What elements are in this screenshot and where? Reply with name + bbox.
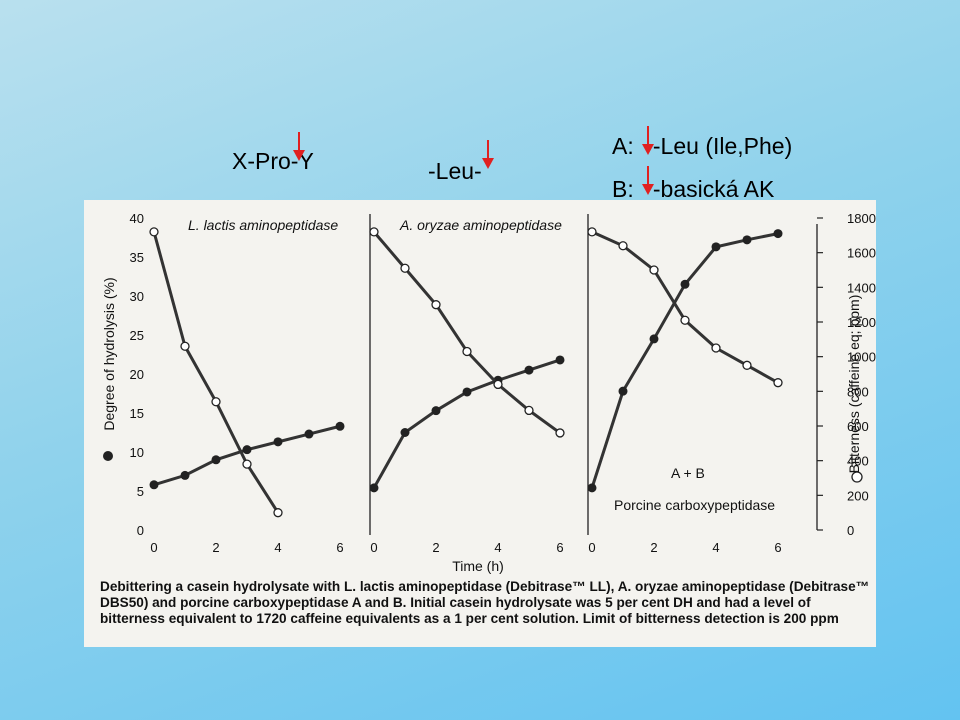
data-point-filled bbox=[462, 387, 472, 397]
y2-tick-label: 1000 bbox=[847, 350, 876, 365]
y2-tick-label: 200 bbox=[847, 488, 869, 503]
x-tick-label: 6 bbox=[774, 540, 781, 555]
y-axis-title: Degree of hydrolysis (%) bbox=[101, 277, 117, 430]
series-line bbox=[372, 358, 561, 489]
data-point-filled bbox=[149, 480, 159, 490]
cleavage-arrow-icon bbox=[642, 126, 654, 155]
label-leu: -Leu- bbox=[428, 158, 482, 184]
data-point-open bbox=[400, 263, 410, 273]
y2-tick-label: 800 bbox=[847, 384, 869, 399]
filled-marker-legend bbox=[103, 451, 113, 461]
cleavage-arrow-icon bbox=[482, 140, 494, 169]
data-point-open bbox=[431, 300, 441, 310]
x-tick-label: 6 bbox=[336, 540, 343, 555]
y-tick-label: 35 bbox=[130, 250, 144, 265]
series-line bbox=[152, 231, 280, 514]
panel-annotation: A + B bbox=[671, 465, 705, 481]
data-point-open bbox=[211, 397, 221, 407]
label-a: A: -Leu (Ile,Phe) bbox=[612, 133, 793, 159]
data-point-filled bbox=[587, 483, 597, 493]
series-line bbox=[372, 230, 561, 435]
data-point-open bbox=[273, 508, 283, 518]
data-point-open bbox=[587, 227, 597, 237]
y-tick-label: 40 bbox=[130, 211, 144, 226]
y2-tick-label: 1800 bbox=[847, 211, 876, 226]
data-point-open bbox=[369, 227, 379, 237]
data-point-open bbox=[711, 343, 721, 353]
y2-tick-label: 1200 bbox=[847, 315, 876, 330]
y2-axis-title: Bitterness (caffeine eq; ppm) bbox=[846, 295, 862, 474]
x-axis-title: Time (h) bbox=[452, 558, 504, 574]
data-point-filled bbox=[680, 279, 690, 289]
data-point-filled bbox=[524, 365, 534, 375]
data-point-open bbox=[462, 346, 472, 357]
x-tick-label: 0 bbox=[370, 540, 377, 555]
x-tick-label: 0 bbox=[588, 540, 595, 555]
x-tick-label: 0 bbox=[150, 540, 157, 555]
x-tick-label: 2 bbox=[212, 540, 219, 555]
panel-title: Porcine carboxypeptidase bbox=[614, 497, 775, 513]
open-marker-legend bbox=[851, 471, 863, 483]
data-point-open bbox=[242, 459, 252, 469]
figure-panel: 0 5 10 15 20 25 30 35 40 0 200 400 600 800 1000 1200 140… bbox=[84, 200, 876, 647]
data-point-filled bbox=[618, 386, 628, 396]
x-tick-label: 6 bbox=[556, 540, 563, 555]
data-point-open bbox=[180, 341, 190, 351]
y-tick-label: 25 bbox=[130, 328, 144, 343]
data-point-filled bbox=[335, 421, 345, 431]
data-point-filled bbox=[242, 445, 252, 455]
y-tick-label: 20 bbox=[130, 367, 144, 382]
x-tick-label: 2 bbox=[432, 540, 439, 555]
data-point-filled bbox=[711, 242, 721, 252]
y-tick-label: 0 bbox=[137, 523, 144, 538]
y2-tick-label: 400 bbox=[847, 454, 869, 469]
x-tick-label: 2 bbox=[650, 540, 657, 555]
data-point-open bbox=[524, 405, 534, 416]
data-point-open bbox=[773, 378, 783, 388]
data-point-open bbox=[742, 360, 752, 370]
y-tick-label: 15 bbox=[130, 406, 144, 421]
figure-caption: Debittering a casein hydrolysate with L.… bbox=[100, 579, 870, 626]
data-point-filled bbox=[369, 483, 379, 493]
data-point-open bbox=[649, 265, 659, 275]
label-b: B: -basická AK bbox=[612, 176, 775, 202]
x-tick-label: 4 bbox=[494, 540, 501, 555]
data-point-filled bbox=[273, 437, 283, 447]
series-line bbox=[591, 230, 779, 384]
y-tick-label: 30 bbox=[130, 289, 144, 304]
cleavage-arrow-icon bbox=[293, 132, 305, 161]
data-point-filled bbox=[431, 406, 441, 416]
y2-tick-label: 0 bbox=[847, 523, 854, 538]
y2-tick-label: 1400 bbox=[847, 280, 876, 295]
y-tick-label: 10 bbox=[130, 445, 144, 460]
data-point-filled bbox=[742, 235, 752, 245]
cleavage-arrow-icon bbox=[642, 166, 654, 195]
y-tick-label: 5 bbox=[137, 484, 144, 499]
data-point-filled bbox=[180, 470, 190, 480]
data-point-filled bbox=[649, 334, 659, 344]
data-point-open bbox=[493, 379, 503, 390]
data-point-open bbox=[555, 428, 565, 438]
data-point-filled bbox=[400, 428, 410, 437]
data-point-filled bbox=[211, 455, 221, 465]
data-point-open bbox=[618, 241, 628, 251]
data-point-open bbox=[680, 315, 690, 325]
y2-tick-label: 1600 bbox=[847, 246, 876, 261]
y2-tick-label: 600 bbox=[847, 419, 869, 434]
panel-title: A. oryzae aminopeptidase bbox=[399, 217, 562, 233]
debittering-chart: 0510152025303540020040060080010001200140… bbox=[101, 211, 876, 574]
data-point-filled bbox=[304, 429, 314, 439]
series-line bbox=[590, 232, 779, 489]
x-tick-label: 4 bbox=[274, 540, 281, 555]
x-tick-label: 4 bbox=[712, 540, 719, 555]
data-point-open bbox=[149, 227, 159, 237]
data-point-filled bbox=[773, 229, 783, 239]
panel-title: L. lactis aminopeptidase bbox=[188, 217, 338, 233]
data-point-filled bbox=[555, 355, 565, 365]
